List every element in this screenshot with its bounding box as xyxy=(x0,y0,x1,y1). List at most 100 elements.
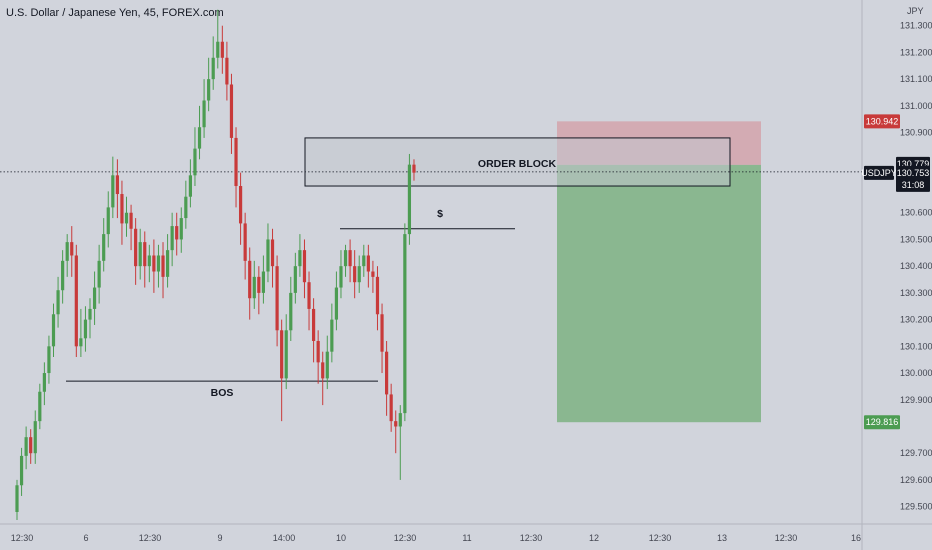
order-block-box xyxy=(304,137,731,187)
candle-body xyxy=(88,308,92,320)
candle-body xyxy=(375,276,380,315)
candle-body xyxy=(134,228,138,267)
candle-body xyxy=(56,290,60,315)
candle-body xyxy=(311,308,316,341)
candle-body xyxy=(147,255,151,267)
time-tick-label: 12:30 xyxy=(775,533,798,543)
price-tick-label: 131.200 xyxy=(900,47,932,57)
candle-body xyxy=(389,394,393,422)
stop-price-tag-text: 130.942 xyxy=(866,116,899,126)
candle-body xyxy=(33,421,37,454)
candle-body xyxy=(353,266,357,283)
candle-body xyxy=(70,242,74,256)
candle-body xyxy=(366,255,370,272)
candle-body xyxy=(339,266,343,288)
stop-price-tag xyxy=(864,114,900,129)
candle-body xyxy=(394,421,398,427)
candle-body xyxy=(202,100,206,128)
entry-price-tag-text: 130.779 xyxy=(897,159,930,169)
countdown-tag-text: 31:08 xyxy=(902,180,925,190)
price-tick-label: 130.200 xyxy=(900,315,932,325)
candle-body xyxy=(275,266,279,331)
candle-body xyxy=(289,292,293,331)
candle-body xyxy=(225,57,229,85)
dollar-label: $ xyxy=(437,208,443,220)
candle-body xyxy=(42,373,46,392)
candle-body xyxy=(234,137,238,187)
symbol-tag-text: USDJPY xyxy=(861,168,897,178)
candle-body xyxy=(38,391,42,422)
bos-label: BOS xyxy=(211,387,234,399)
time-tick-label: 12:30 xyxy=(394,533,417,543)
candle-body xyxy=(280,330,284,379)
candle-body xyxy=(330,319,334,352)
price-tick-label: 129.900 xyxy=(900,395,932,405)
candle-body xyxy=(238,186,243,224)
symbol-tag xyxy=(864,165,894,180)
candle-body xyxy=(83,319,88,339)
candle-body xyxy=(248,260,252,299)
time-tick-label: 12:30 xyxy=(649,533,672,543)
candle-body xyxy=(302,250,307,283)
price-tick-label: 131.300 xyxy=(900,21,932,31)
time-tick-label: 16 xyxy=(851,533,861,543)
time-tick-label: 6 xyxy=(83,533,88,543)
candle-body xyxy=(193,148,197,176)
candle-body xyxy=(29,437,33,454)
candle-body xyxy=(229,84,234,138)
candle-body xyxy=(106,207,110,235)
time-tick-label: 13 xyxy=(717,533,727,543)
candle-body xyxy=(79,338,83,347)
candle-body xyxy=(316,340,320,363)
current-price-tag xyxy=(896,165,930,192)
candle-body xyxy=(334,287,339,320)
candle-body xyxy=(261,271,266,293)
candle-body xyxy=(343,250,348,267)
price-tick-label: 130.900 xyxy=(900,128,932,138)
candle-body xyxy=(51,314,56,347)
candle-body xyxy=(102,234,106,261)
time-tick-label: 12:30 xyxy=(139,533,162,543)
candle-body xyxy=(398,413,402,427)
candle-body xyxy=(97,260,101,288)
price-tick-label: 130.600 xyxy=(900,208,932,218)
candle-body xyxy=(216,41,220,58)
candle-body xyxy=(403,234,407,414)
candle-body xyxy=(293,266,297,293)
time-tick-label: 12:30 xyxy=(11,533,34,543)
target-price-tag-text: 129.816 xyxy=(866,417,899,427)
candle-body xyxy=(179,218,183,240)
price-tick-label: 130.400 xyxy=(900,261,932,271)
candle-body xyxy=(348,250,352,267)
candle-body xyxy=(371,271,375,277)
candle-body xyxy=(129,212,133,229)
candle-body xyxy=(220,41,224,58)
candle-body xyxy=(385,351,389,395)
candle-body xyxy=(15,485,19,512)
candle-body xyxy=(252,276,256,299)
time-tick-label: 12 xyxy=(589,533,599,543)
price-tick-label: 130.000 xyxy=(900,368,932,378)
candle-body xyxy=(307,282,311,309)
current-price-tag-text: 130.753 xyxy=(897,168,930,178)
currency-label: JPY xyxy=(907,6,924,16)
price-tick-label: 130.500 xyxy=(900,234,932,244)
candle-body xyxy=(47,346,51,374)
price-tick-label: 129.700 xyxy=(900,448,932,458)
candle-body xyxy=(24,437,28,456)
price-tick-label: 131.100 xyxy=(900,74,932,84)
candle-body xyxy=(284,330,288,379)
candle-body xyxy=(407,164,412,235)
candle-body xyxy=(325,351,329,379)
candle-body xyxy=(321,362,325,379)
candle-body xyxy=(152,255,156,272)
candle-body xyxy=(362,255,366,267)
candle-body xyxy=(92,287,97,309)
candle-body xyxy=(124,212,129,224)
candle-body xyxy=(156,255,161,272)
candle-body xyxy=(74,255,78,347)
candle-body xyxy=(111,175,115,208)
price-tick-label: 131.000 xyxy=(900,101,932,111)
